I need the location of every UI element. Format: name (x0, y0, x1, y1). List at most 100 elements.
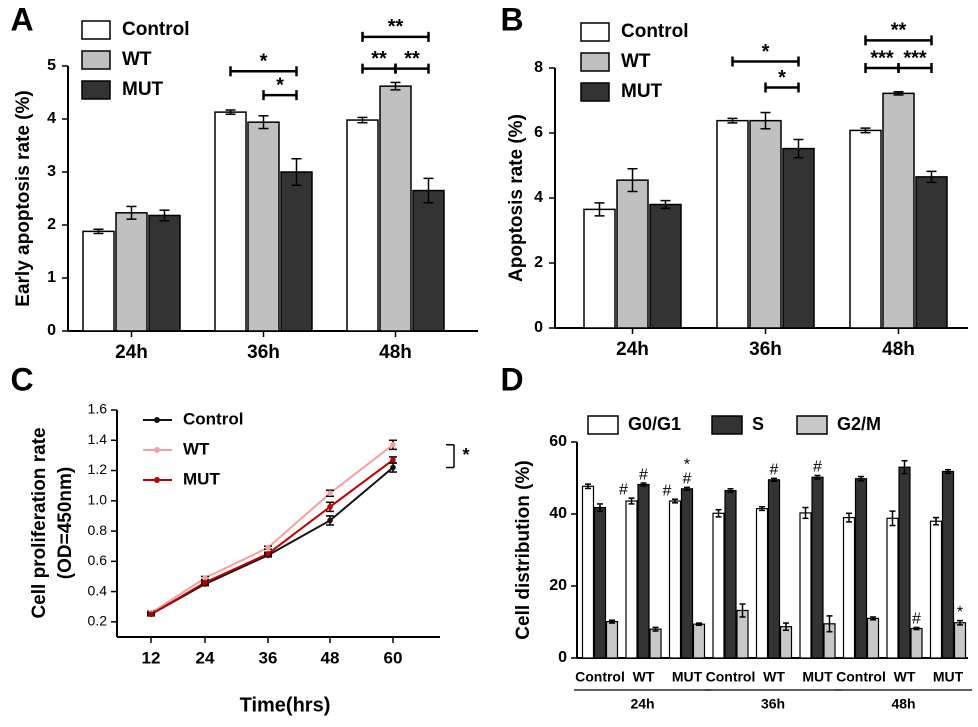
panel-d-significance-mark: # (639, 466, 648, 483)
panel-d-bar-g0g1 (625, 500, 638, 659)
panel-label-b: B (500, 1, 523, 37)
panel-a-significance-label: ** (404, 48, 420, 70)
panel-d-y-axis-label: Cell distribution (%) (513, 460, 534, 639)
panel-a-bar-mut (412, 189, 445, 332)
panel-b-bar-control (849, 129, 882, 329)
panel-a-y-tick-label: 3 (47, 163, 56, 180)
panel-d-legend-label-g2m: G2/M (837, 414, 881, 434)
panel-b-legend-label-wt: WT (621, 51, 651, 72)
panel-c-point-wt (265, 544, 271, 551)
panel-c-y-axis-label: Cell proliferation rate (29, 427, 50, 618)
panel-a-y-tick-label: 1 (47, 269, 56, 286)
panel-c-y-tick-label: 1.6 (88, 401, 108, 417)
panel-a-significance-label: * (276, 74, 284, 96)
panel-d-bar-g2m (605, 621, 619, 659)
panel-d-significance-mark: # (813, 459, 822, 476)
panel-c-x-tick-label: 48 (321, 648, 340, 667)
panel-d-group-label: 36h (761, 696, 785, 712)
panel-a-legend-swatch (81, 80, 111, 100)
panel-d-significance-mark: # (619, 481, 628, 498)
panel-d-x-tick-label: WT (633, 669, 655, 685)
panel-c-x-axis-label: Time(hrs) (240, 694, 331, 716)
panel-b-significance-label: * (762, 41, 770, 63)
panel-b-y-tick-label: 4 (534, 189, 543, 206)
panel-c-y-tick-label: 1.4 (88, 431, 108, 447)
panel-d-x-tick-label: MUT (933, 669, 964, 685)
panel-d-legend-swatch (711, 415, 743, 435)
panel-b-legend-swatch (580, 52, 610, 72)
panel-d-bar-s (898, 466, 911, 659)
panel-b-bar-mut (649, 203, 682, 329)
panel-a-significance-label: ** (388, 16, 404, 38)
panel-d-legend-label-g0g1: G0/G1 (628, 414, 681, 434)
panel-c-point-mut (265, 550, 271, 557)
panel-a-bar-mut (280, 171, 313, 332)
panel-b-y-tick-label: 2 (534, 254, 543, 271)
panel-c-point-control (327, 517, 333, 524)
panel-d-x-tick-label: WT (894, 669, 916, 685)
panel-a-legend-label-control: Control (122, 19, 190, 40)
panel-c-y-tick-label: 0.6 (88, 552, 108, 568)
panel-b-x-tick-label: 48h (882, 339, 915, 360)
panel-b-bar-control (583, 208, 616, 329)
panel-d-bar-s (941, 470, 955, 659)
panel-a-y-tick-label: 4 (47, 110, 56, 127)
panel-c-point-control (390, 464, 396, 471)
panel-a-bar-wt (379, 85, 412, 332)
panel-label-c: C (10, 361, 33, 397)
panel-c-point-wt (202, 575, 208, 581)
panel-b-y-tick-label: 0 (534, 319, 543, 336)
panel-d-bar-g0g1 (886, 517, 899, 659)
panel-a-bar-mut (148, 214, 181, 332)
panel-c-point-wt (390, 442, 396, 448)
panel-c-point-mut (327, 504, 333, 510)
panel-d-x-tick-label: WT (763, 669, 785, 685)
panel-d-bar-g0g1 (668, 500, 682, 659)
panel-a-x-tick-label: 48h (379, 342, 412, 363)
panel-b-y-axis-label: Apoptosis rate (%) (506, 114, 527, 282)
panel-d-bar-s (680, 488, 694, 659)
panel-d-bar-s (637, 483, 650, 659)
panel-d-bar-s (811, 476, 824, 659)
panel-d-bar-g0g1 (799, 512, 812, 659)
panel-c-y-tick-label: 0.2 (88, 613, 108, 629)
panel-c-y-tick-label: 0.8 (88, 522, 108, 538)
panel-d-significance-mark: # (663, 482, 672, 499)
panel-d-bar-g0g1 (581, 485, 595, 659)
panel-d-bar-s (593, 506, 607, 659)
panel-d-y-tick-label: 40 (549, 505, 567, 522)
panel-c-legend-marker (154, 417, 160, 423)
panel-d-significance-mark: # (770, 462, 779, 479)
panel-b-bar-wt (882, 92, 915, 329)
panel-a-bar-wt (115, 212, 148, 332)
panel-b-bar-wt (616, 179, 649, 329)
panel-d-bar-g2m (692, 623, 706, 659)
panel-d-x-tick-label: MUT (672, 669, 703, 685)
panel-d-bar-g0g1 (755, 508, 769, 659)
panel-c-point-mut (390, 457, 396, 463)
panel-d-x-tick-label: Control (706, 669, 756, 685)
panel-a-legend-label-wt: WT (122, 49, 152, 70)
panel-b-x-tick-label: 24h (616, 339, 649, 360)
panel-b-significance-label: ** (891, 20, 907, 42)
panel-c-point-wt (327, 490, 333, 497)
panel-d-group-label: 48h (891, 696, 915, 712)
panel-d-x-tick-label: MUT (802, 669, 833, 685)
panel-c-legend-label-wt: WT (183, 439, 210, 458)
panel-a-y-axis-label: Early apoptosis rate (%) (13, 90, 34, 306)
panel-d-bar-g2m (953, 622, 967, 659)
panel-c-legend-marker (154, 447, 160, 453)
panel-d-bar-g2m (866, 617, 880, 659)
panel-c-x-tick-label: 24 (196, 648, 215, 667)
panel-d-significance-mark: # (912, 611, 921, 628)
panel-d-legend-label-s: S (752, 414, 764, 434)
panel-b-x-tick-label: 36h (749, 339, 782, 360)
panel-label-d: D (500, 361, 523, 397)
panel-b-bar-mut (782, 147, 815, 329)
panel-b-legend-swatch (580, 82, 610, 102)
panel-d-significance-mark: * (957, 604, 963, 621)
panel-a-bar-wt (247, 121, 280, 332)
panel-d-legend-swatch (796, 415, 828, 435)
panel-c-significance-label: * (462, 445, 469, 465)
panel-a-y-tick-label: 0 (47, 322, 56, 339)
